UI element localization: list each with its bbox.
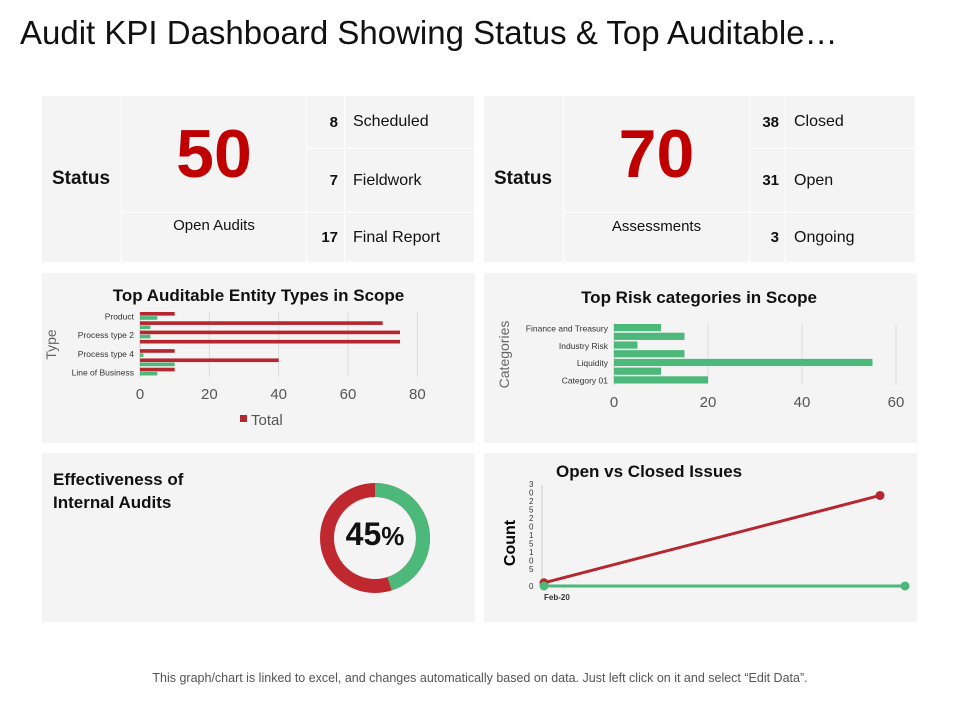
bar [140, 334, 151, 339]
bar [614, 324, 661, 332]
x-tick-label: 60 [888, 394, 905, 411]
risk-chart: 0 20 40 60 Finance and Treasury Industry Risk… [496, 321, 905, 411]
effectiveness-unit: % [381, 521, 405, 551]
open-count: 31 [750, 149, 786, 213]
bar [614, 341, 638, 349]
bar [140, 353, 144, 357]
y-tick-label: Finance and Treasury [526, 323, 609, 333]
y-axis-label: Count [502, 519, 519, 566]
final-report-count: 17 [307, 213, 345, 263]
bar [614, 332, 685, 340]
issues-panel: Open vs Closed Issues 3 0 2 5 2 0 1 5 1 0 5 0 Count F… [484, 453, 917, 622]
bar [140, 339, 400, 344]
bar [614, 350, 685, 358]
data-point [539, 581, 549, 591]
effectiveness-value: 45 [345, 516, 382, 552]
y-tick-label: Product [105, 312, 135, 322]
x-tick-label: 60 [340, 386, 357, 403]
scheduled-label: Scheduled [345, 96, 475, 149]
status-label: Status [42, 96, 122, 263]
x-tick-label: 0 [610, 394, 618, 411]
assessments-caption: Assessments [564, 213, 750, 263]
bar [140, 371, 158, 376]
y-axis-label: Categories [496, 321, 512, 389]
effectiveness-donut [320, 483, 430, 593]
scheduled-count: 8 [307, 96, 345, 149]
legend-label: Total [251, 412, 283, 429]
footer-note: This graph/chart is linked to excel, and… [152, 671, 808, 685]
x-tick-label: 20 [201, 386, 218, 403]
assessments-value: 70 [564, 96, 750, 213]
bar [140, 325, 151, 330]
y-axis-label: Type [43, 329, 59, 360]
final-report-label: Final Report [345, 213, 475, 263]
open-label: Open [786, 149, 916, 213]
closed-count: 38 [750, 96, 786, 149]
open-audits-caption: Open Audits [122, 213, 307, 263]
y-tick-label: 0 [529, 582, 534, 591]
issues-chart: 3 02 52 01 51 05 0 Count Feb-20 [502, 480, 910, 602]
y-tick-label: Liquidity [577, 358, 609, 368]
x-tick-label: 40 [794, 394, 811, 411]
ongoing-label: Ongoing [786, 213, 916, 263]
x-tick-label: 80 [409, 386, 426, 403]
effectiveness-title-line2: Internal Audits [53, 493, 172, 512]
y-tick-label: Process type 4 [78, 349, 134, 359]
ongoing-count: 3 [750, 213, 786, 263]
closed-label: Closed [786, 96, 916, 149]
status-label-right: Status [484, 96, 564, 263]
effectiveness-title-line1: Effectiveness of [53, 470, 184, 489]
bar [140, 362, 175, 367]
x-tick-label: 40 [270, 386, 287, 403]
risk-categories-panel: Top Risk categories in Scope 0 20 40 60 Fina… [484, 273, 917, 443]
y-tick-label: 5 [529, 565, 534, 574]
x-tick-label: 20 [700, 394, 717, 411]
bar [140, 330, 400, 335]
data-point [875, 490, 885, 500]
x-tick-label: 0 [136, 386, 144, 403]
y-tick-label: Process type 2 [78, 330, 134, 340]
bar [614, 367, 661, 375]
bar [614, 376, 708, 384]
bar [140, 349, 175, 353]
page-title: Audit KPI Dashboard Showing Status & Top… [20, 14, 838, 51]
entity-chart: 0 20 40 60 80 Product Process type 2 Process ty… [43, 312, 426, 429]
bar [140, 358, 279, 363]
bar [140, 312, 175, 316]
y-tick-label: Industry Risk [559, 341, 609, 351]
legend-swatch [240, 415, 247, 422]
effectiveness-panel: Effectiveness of Internal Audits 45% [42, 453, 475, 622]
bar [140, 321, 383, 325]
y-tick-label: Line of Business [72, 367, 134, 377]
risk-chart-title: Top Risk categories in Scope [581, 288, 817, 307]
bar [614, 358, 873, 367]
data-point [900, 581, 910, 591]
series-line [543, 494, 881, 585]
fieldwork-label: Fieldwork [345, 149, 475, 213]
open-audits-value: 50 [122, 96, 307, 213]
issues-chart-title: Open vs Closed Issues [556, 462, 743, 481]
y-tick-label: Category 01 [562, 376, 609, 386]
entity-types-panel: Top Auditable Entity Types in Scope 0 20 4… [42, 273, 475, 443]
donut-filled [320, 483, 430, 593]
fieldwork-count: 7 [307, 149, 345, 213]
bar [140, 367, 175, 372]
bar [140, 316, 158, 320]
x-tick-label: Feb-20 [544, 593, 570, 602]
entity-chart-title: Top Auditable Entity Types in Scope [112, 286, 405, 305]
